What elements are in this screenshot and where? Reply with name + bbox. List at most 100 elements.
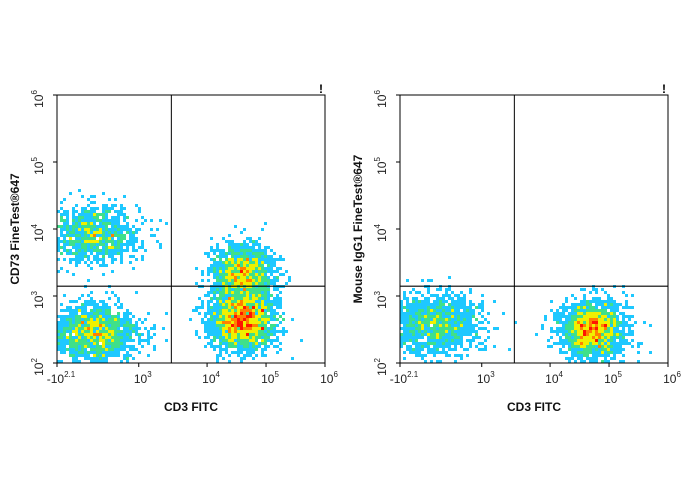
density-bin bbox=[276, 345, 279, 348]
density-bin bbox=[219, 339, 222, 342]
density-bin bbox=[439, 300, 442, 303]
density-bin bbox=[120, 318, 123, 321]
density-bin bbox=[550, 327, 553, 330]
density-bin bbox=[237, 312, 240, 315]
density-bin bbox=[574, 306, 577, 309]
density-bin bbox=[72, 309, 75, 312]
density-bin bbox=[216, 360, 219, 363]
density-bin bbox=[75, 306, 78, 309]
density-bin bbox=[249, 303, 252, 306]
density-bin bbox=[129, 336, 132, 339]
density-bin bbox=[580, 300, 583, 303]
density-bin bbox=[222, 264, 225, 267]
density-bin bbox=[264, 255, 267, 258]
density-bin bbox=[412, 321, 415, 324]
density-bin bbox=[622, 327, 625, 330]
density-bin bbox=[577, 306, 580, 309]
density-bin bbox=[210, 297, 213, 300]
density-bin bbox=[577, 318, 580, 321]
density-bin bbox=[433, 315, 436, 318]
density-bin bbox=[589, 306, 592, 309]
density-bin bbox=[99, 252, 102, 255]
density-bin bbox=[406, 348, 409, 351]
density-bin bbox=[418, 342, 421, 345]
density-bin bbox=[586, 300, 589, 303]
density-bin bbox=[478, 312, 481, 315]
density-bin bbox=[640, 342, 643, 345]
density-bin bbox=[406, 303, 409, 306]
density-bin bbox=[114, 225, 117, 228]
density-bin bbox=[207, 291, 210, 294]
density-bin bbox=[201, 300, 204, 303]
density-bin bbox=[84, 327, 87, 330]
density-bin bbox=[93, 249, 96, 252]
density-bin bbox=[267, 270, 270, 273]
density-bin bbox=[216, 255, 219, 258]
density-bin bbox=[132, 249, 135, 252]
density-bin bbox=[93, 330, 96, 333]
density-bin bbox=[454, 315, 457, 318]
density-bin bbox=[255, 336, 258, 339]
density-bin bbox=[580, 309, 583, 312]
density-bin bbox=[418, 348, 421, 351]
density-bin bbox=[267, 261, 270, 264]
density-bin bbox=[589, 339, 592, 342]
density-bin bbox=[598, 342, 601, 345]
density-bin bbox=[252, 309, 255, 312]
density-bin bbox=[619, 336, 622, 339]
density-bin bbox=[117, 342, 120, 345]
density-bin bbox=[237, 294, 240, 297]
density-bin bbox=[595, 345, 598, 348]
density-bin bbox=[231, 327, 234, 330]
density-bin bbox=[249, 333, 252, 336]
density-bin bbox=[481, 348, 484, 351]
density-bin bbox=[102, 327, 105, 330]
density-bin bbox=[99, 225, 102, 228]
density-bin bbox=[237, 321, 240, 324]
density-bin bbox=[99, 348, 102, 351]
density-bin bbox=[93, 258, 96, 261]
density-bin bbox=[430, 336, 433, 339]
density-bin bbox=[565, 318, 568, 321]
density-bin bbox=[78, 318, 81, 321]
density-bin bbox=[264, 222, 267, 225]
density-bin bbox=[225, 309, 228, 312]
density-bin bbox=[231, 243, 234, 246]
density-bin bbox=[475, 336, 478, 339]
density-bin bbox=[243, 342, 246, 345]
density-bin bbox=[75, 336, 78, 339]
density-bin bbox=[99, 336, 102, 339]
density-bin bbox=[81, 324, 84, 327]
density-bin bbox=[75, 300, 78, 303]
density-bin bbox=[607, 300, 610, 303]
density-bin bbox=[240, 318, 243, 321]
density-bin bbox=[201, 303, 204, 306]
density-bin bbox=[81, 336, 84, 339]
density-bin bbox=[216, 312, 219, 315]
density-bin bbox=[231, 258, 234, 261]
density-bin bbox=[213, 303, 216, 306]
density-bin bbox=[240, 321, 243, 324]
density-bin bbox=[472, 309, 475, 312]
density-bin bbox=[126, 345, 129, 348]
density-bin bbox=[108, 336, 111, 339]
density-bin bbox=[589, 357, 592, 360]
density-bin bbox=[231, 255, 234, 258]
density-bin bbox=[583, 348, 586, 351]
density-bin bbox=[255, 345, 258, 348]
density-bin bbox=[60, 303, 63, 306]
density-bin bbox=[547, 339, 550, 342]
density-bin bbox=[252, 273, 255, 276]
density-bin bbox=[598, 327, 601, 330]
density-bin bbox=[249, 261, 252, 264]
density-bin bbox=[421, 354, 424, 357]
density-bin bbox=[240, 282, 243, 285]
density-bin bbox=[90, 291, 93, 294]
density-bin bbox=[267, 339, 270, 342]
density-bin bbox=[619, 360, 622, 363]
density-bin bbox=[96, 360, 99, 363]
density-bin bbox=[237, 351, 240, 354]
density-bin bbox=[601, 360, 604, 363]
density-bin bbox=[78, 333, 81, 336]
density-bin bbox=[249, 327, 252, 330]
